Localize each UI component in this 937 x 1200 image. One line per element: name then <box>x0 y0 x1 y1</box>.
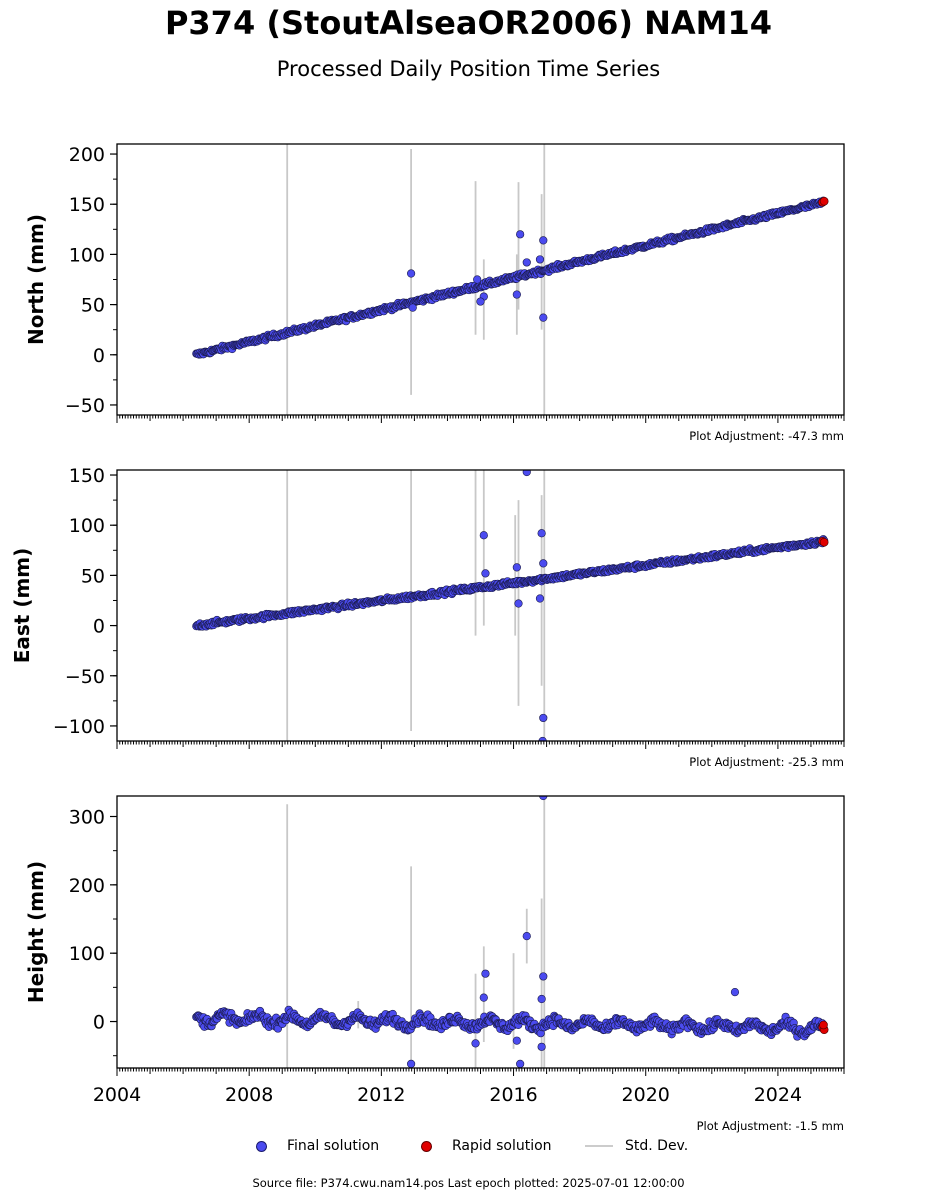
y-tick-label: 150 <box>69 465 105 487</box>
rapid-solution-point <box>819 537 829 547</box>
final-solution-point <box>538 736 547 741</box>
axes-frame-2 <box>116 469 845 742</box>
final-solution-point <box>516 1059 525 1068</box>
legend-rapid-marker <box>421 1140 432 1152</box>
plot-adjustment-note: Plot Adjustment: -47.3 mm <box>689 429 844 443</box>
rapid-solution-point <box>819 196 829 206</box>
final-solution-point <box>514 599 523 608</box>
x-tick-label: 2008 <box>225 1084 273 1106</box>
plot-area-1 <box>192 144 829 415</box>
y-tick-label: 0 <box>93 616 105 638</box>
final-solution-point <box>539 559 548 568</box>
final-solution-point <box>481 969 490 978</box>
y-tick-label: −50 <box>65 395 105 417</box>
final-solution-point <box>539 313 548 322</box>
final-solution-point <box>730 988 740 997</box>
y-tick-label: 0 <box>93 345 105 367</box>
plot-area-3 <box>192 796 829 1068</box>
y-axis-label: Height (mm) <box>24 861 48 1003</box>
chart-subtitle: Processed Daily Position Time Series <box>276 57 661 81</box>
x-tick-label: 2024 <box>754 1084 802 1106</box>
final-solution-point <box>516 230 525 239</box>
y-tick-label: 100 <box>69 515 105 537</box>
legend-rapid-solution: Rapid solution <box>421 1138 552 1154</box>
y-axis-label: East (mm) <box>10 548 34 664</box>
legend-std-dev: Std. Dev. <box>585 1138 688 1154</box>
legend-final-solution: Final solution <box>256 1138 379 1154</box>
final-solution-point <box>522 258 531 267</box>
x-tick-label: 2004 <box>93 1084 141 1106</box>
rapid-solution-point <box>819 1020 828 1030</box>
chart-title: P374 (StoutAlseaOR2006) NAM14 <box>164 4 773 42</box>
legend-std-dev-line <box>585 1145 613 1147</box>
y-tick-label: 200 <box>69 875 105 897</box>
final-solution-point <box>479 531 488 540</box>
y-tick-label: 300 <box>69 807 105 829</box>
y-tick-label: 50 <box>81 565 105 587</box>
y-tick-label: −100 <box>53 716 105 738</box>
y-tick-label: 0 <box>93 1012 105 1034</box>
final-solution-point <box>471 1039 480 1048</box>
x-tick-label: 2012 <box>357 1084 405 1106</box>
final-solution-point <box>512 563 521 572</box>
final-solution-point <box>512 290 521 299</box>
final-solution-point <box>512 1036 521 1045</box>
final-solution-point <box>479 993 488 1002</box>
y-axis-label: North (mm) <box>24 214 48 345</box>
plot-area-2 <box>192 470 829 741</box>
legend-rapid-label: Rapid solution <box>452 1138 552 1154</box>
final-solution-point <box>535 255 545 264</box>
final-solution-point <box>481 569 490 578</box>
final-solution-point <box>408 303 417 312</box>
y-tick-label: −50 <box>65 666 105 688</box>
final-solution-point <box>407 269 416 278</box>
final-solution-point <box>539 713 548 723</box>
final-solution-point <box>539 236 548 245</box>
y-tick-label: 50 <box>81 295 105 317</box>
final-solution-point <box>476 297 485 306</box>
y-tick-label: 150 <box>69 194 105 216</box>
legend-std-dev-label: Std. Dev. <box>625 1138 689 1154</box>
plot-adjustment-note: Plot Adjustment: -1.5 mm <box>697 1119 844 1133</box>
y-tick-label: 100 <box>69 943 105 965</box>
final-solution-point <box>537 1042 546 1051</box>
y-tick-label: 200 <box>69 144 105 166</box>
final-solution-point <box>535 594 545 603</box>
final-solution-point <box>522 470 531 477</box>
legend-final-label: Final solution <box>287 1138 380 1154</box>
final-solution-point <box>522 932 531 941</box>
source-file-note: Source file: P374.cwu.nam14.pos Last epo… <box>252 1176 685 1190</box>
plot-adjustment-note: Plot Adjustment: -25.3 mm <box>689 755 844 769</box>
final-solution-point <box>539 972 548 981</box>
y-tick-label: 100 <box>69 244 105 266</box>
final-solution-point <box>537 994 546 1004</box>
final-solution-point <box>407 1059 416 1068</box>
final-solution-point <box>473 275 482 284</box>
final-solution-point <box>537 529 546 538</box>
x-tick-label: 2016 <box>489 1084 537 1106</box>
legend-final-marker <box>256 1140 267 1152</box>
x-tick-label: 2020 <box>622 1084 670 1106</box>
